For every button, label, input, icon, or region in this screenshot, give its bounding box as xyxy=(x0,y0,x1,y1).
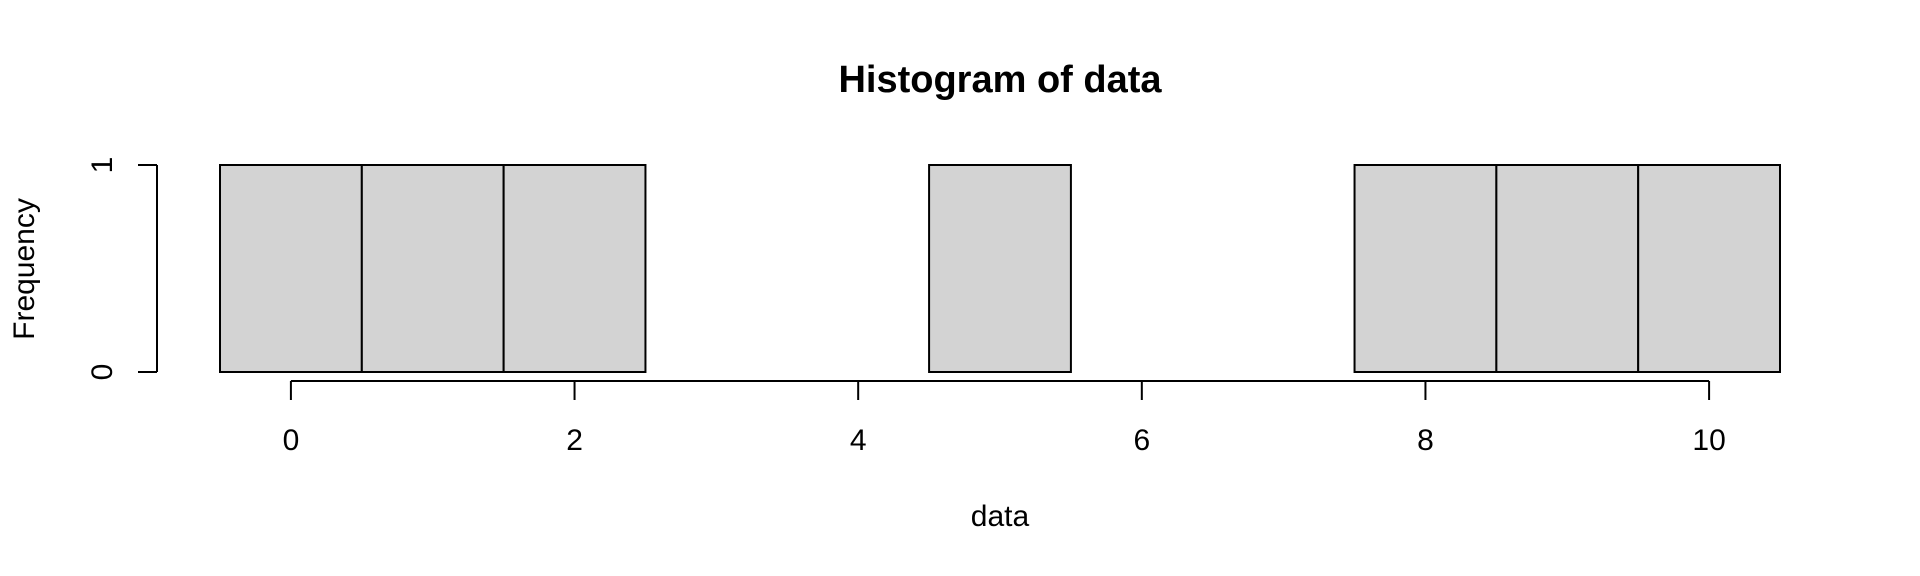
histogram-bar-9 xyxy=(1495,164,1640,373)
y-tick-label-1: 1 xyxy=(86,157,119,174)
x-tick-label-2: 4 xyxy=(850,424,867,457)
histogram-bar-2 xyxy=(502,164,647,373)
x-axis: 0 2 4 6 8 10 xyxy=(283,380,1726,457)
histogram-bar-5 xyxy=(928,164,1072,373)
chart-title: Histogram of data xyxy=(838,59,1162,101)
y-axis-label: Frequency xyxy=(8,198,41,340)
histogram-bar-0 xyxy=(219,164,363,373)
y-tick-label-0: 0 xyxy=(86,364,119,381)
x-tick-label-5: 10 xyxy=(1692,424,1725,457)
bars-layer xyxy=(219,164,1781,373)
histogram-bar-10 xyxy=(1637,164,1781,373)
x-tick-label-0: 0 xyxy=(283,424,300,457)
x-tick-label-4: 8 xyxy=(1417,424,1434,457)
histogram-bar-8 xyxy=(1353,164,1498,373)
histogram-bar-1 xyxy=(360,164,505,373)
x-axis-label: data xyxy=(971,500,1030,533)
x-tick-label-1: 2 xyxy=(566,424,583,457)
y-axis: 01 xyxy=(86,157,158,381)
x-tick-label-3: 6 xyxy=(1133,424,1150,457)
